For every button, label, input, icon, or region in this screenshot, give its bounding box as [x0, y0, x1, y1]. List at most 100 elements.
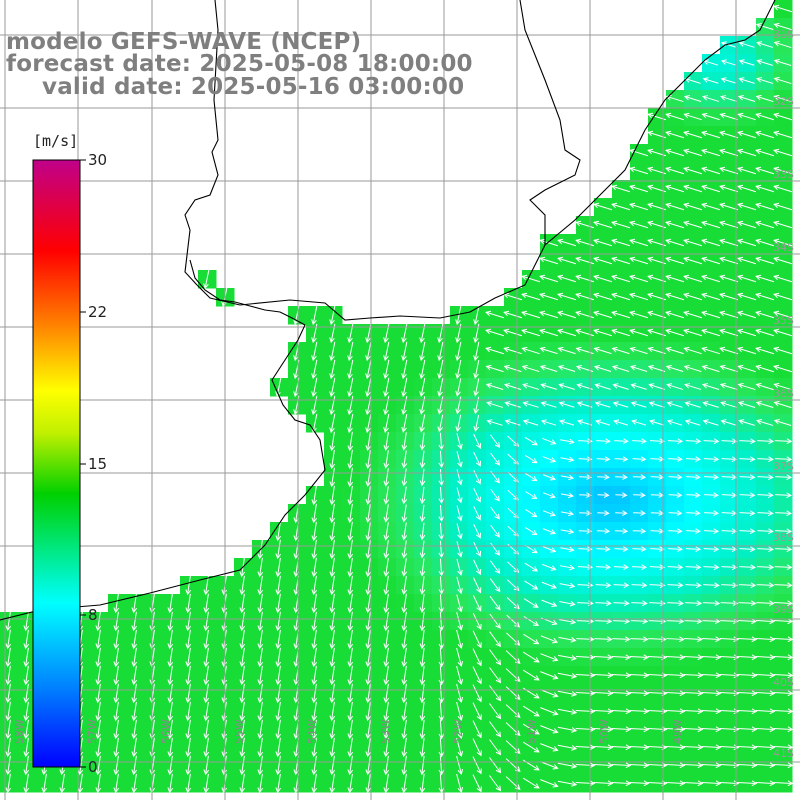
wind-arrow	[329, 701, 336, 722]
wind-arrow	[456, 629, 464, 650]
wind-arrow	[167, 647, 174, 668]
wind-arrow	[456, 737, 464, 758]
wind-arrow	[329, 485, 336, 506]
wind-arrow	[665, 654, 686, 661]
wind-arrow	[665, 690, 686, 697]
wind-arrow	[365, 413, 372, 434]
wind-arrow	[365, 521, 372, 541]
wind-arrow	[257, 593, 264, 614]
wind-arrow	[611, 310, 631, 319]
wind-arrow	[490, 542, 501, 556]
wind-arrow	[719, 654, 740, 661]
wind-arrow	[575, 220, 595, 229]
wind-arrow	[629, 184, 649, 193]
wind-arrow	[185, 719, 192, 740]
wind-arrow	[755, 328, 775, 337]
wind-arrow	[131, 665, 138, 686]
wind-arrow	[575, 762, 596, 769]
wind-arrow	[557, 328, 577, 337]
wind-arrow	[649, 419, 665, 426]
wind-arrow	[419, 611, 426, 632]
wind-arrow	[401, 647, 408, 668]
wind-arrow	[419, 593, 426, 614]
wind-arrow	[774, 528, 793, 535]
wind-arrow	[329, 521, 336, 542]
wind-arrow	[401, 486, 408, 505]
wind-arrow	[347, 701, 354, 722]
wind-arrow	[557, 256, 577, 265]
wind-arrow	[489, 703, 502, 720]
wind-arrow	[665, 708, 686, 715]
wind-arrow	[560, 546, 575, 553]
wind-arrow	[113, 665, 120, 686]
wind-arrow	[419, 737, 426, 758]
wind-arrow	[686, 474, 701, 480]
wind-arrow	[702, 419, 719, 426]
wind-arrow	[489, 775, 502, 792]
wind-arrow	[383, 450, 390, 469]
wind-arrow	[203, 647, 210, 668]
wind-arrow	[629, 744, 650, 751]
wind-arrow	[704, 510, 719, 516]
wind-arrow	[593, 708, 614, 715]
wind-arrow	[365, 755, 372, 776]
wind-arrow	[575, 256, 595, 265]
wind-arrow	[593, 256, 613, 265]
wind-arrow	[485, 382, 504, 390]
wind-arrow	[522, 651, 540, 663]
wind-arrow	[630, 618, 649, 625]
wind-arrow	[596, 456, 611, 462]
wind-arrow	[611, 220, 631, 229]
wind-arrow	[311, 521, 318, 542]
wind-arrow	[490, 488, 500, 502]
wind-arrow	[541, 599, 558, 608]
wind-arrow	[738, 618, 757, 625]
wind-arrow	[683, 148, 703, 157]
wind-arrow	[773, 256, 793, 265]
wind-arrow	[737, 112, 756, 121]
wind-arrow	[329, 377, 336, 398]
wind-arrow	[419, 377, 426, 398]
wind-arrow	[650, 546, 665, 552]
wind-arrow	[629, 690, 650, 697]
wind-arrow	[383, 737, 390, 758]
wind-arrow	[503, 383, 522, 390]
wind-arrow	[684, 636, 703, 643]
wind-arrow	[755, 148, 775, 157]
wind-arrow	[773, 274, 793, 283]
wind-arrow	[665, 238, 685, 247]
valid-date: valid date: 2025-05-16 03:00:00	[42, 74, 465, 100]
wind-arrow	[239, 665, 246, 686]
wind-arrow	[558, 401, 575, 408]
wind-arrow	[668, 546, 683, 552]
wind-arrow	[347, 449, 354, 470]
wind-arrow	[456, 523, 463, 540]
wind-arrow	[755, 310, 775, 319]
wind-arrow	[755, 256, 775, 265]
wind-arrow	[167, 755, 174, 776]
wind-arrow	[683, 654, 704, 661]
wind-arrow	[593, 220, 613, 229]
wind-arrow	[383, 665, 390, 686]
wind-arrow	[773, 112, 793, 121]
wind-arrow	[737, 95, 756, 102]
wind-arrow	[597, 510, 610, 516]
wind-arrow	[719, 238, 739, 247]
wind-arrow	[649, 600, 666, 607]
wind-arrow	[579, 492, 592, 498]
wind-arrow	[756, 438, 775, 445]
wind-arrow	[347, 503, 354, 524]
wind-arrow	[401, 575, 408, 595]
wind-arrow	[383, 540, 390, 559]
wind-arrow	[540, 689, 559, 698]
wind-arrow	[185, 665, 192, 686]
wind-arrow	[665, 112, 684, 121]
color-scale-bar	[32, 159, 86, 768]
wind-arrow	[311, 593, 318, 614]
wind-arrow	[665, 166, 685, 175]
wind-arrow	[594, 636, 613, 643]
wind-arrow	[578, 474, 593, 480]
wind-arrow	[329, 395, 336, 416]
wind-arrow	[365, 719, 372, 740]
wind-arrow	[633, 510, 646, 516]
